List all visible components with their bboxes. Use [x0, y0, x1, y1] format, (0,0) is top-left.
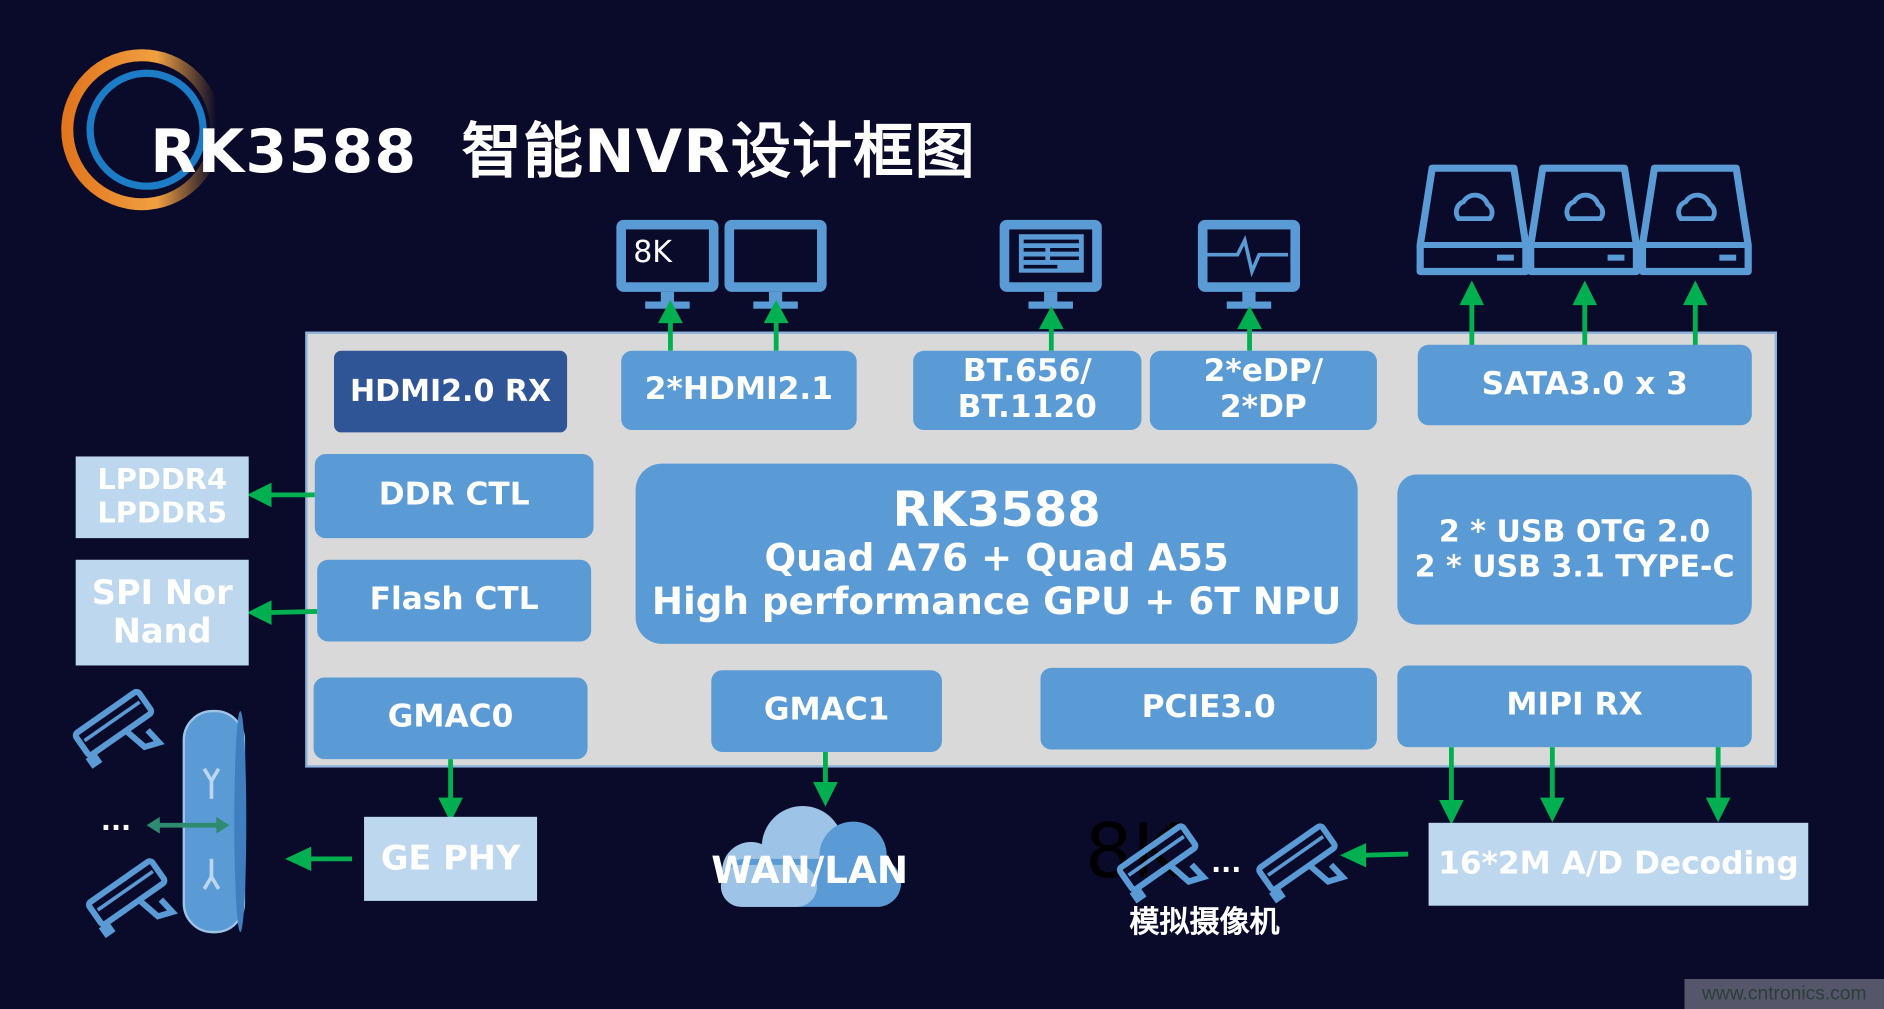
- camera-ellipsis: ...: [100, 807, 132, 838]
- spi-line-2: Nand: [112, 611, 212, 652]
- document-monitor-icon: [999, 219, 1102, 309]
- stray-text: 8K: [1084, 807, 1182, 895]
- lpddr-line-2: LPDDR5: [97, 496, 228, 530]
- bt-line-1: BT.656/: [962, 353, 1092, 390]
- sata-block: SATA3.0 x 3: [1417, 344, 1752, 426]
- flash-ctl-block: Flash CTL: [317, 559, 592, 642]
- wan-lan-label: WAN/LAN: [711, 849, 909, 893]
- analog-camera-label: 模拟摄像机: [1129, 904, 1280, 940]
- usb-block: 2 * USB OTG 2.0 2 * USB 3.1 TYPE-C: [1397, 474, 1752, 625]
- pcie-block: PCIE3.0: [1040, 667, 1377, 750]
- spi-line-1: SPI Nor: [91, 572, 233, 613]
- router-icon: [146, 709, 247, 934]
- lpddr-line-1: LPDDR4: [97, 462, 228, 497]
- usb-line-1: 2 * USB OTG 2.0: [1438, 513, 1711, 549]
- analog-camera-ellipsis: ...: [1211, 849, 1242, 880]
- spi-flash-block: SPI Nor Nand: [75, 559, 249, 666]
- mipi-rx-block: MIPI RX: [1397, 665, 1752, 748]
- ddr-ctl-block: DDR CTL: [314, 454, 594, 539]
- watermark: www.cntronics.com: [1684, 978, 1884, 1009]
- pulse-monitor-icon: [1197, 219, 1301, 309]
- gmac0-block: GMAC0: [313, 677, 588, 760]
- hdmi-tx-block: 2*HDMI2.1: [621, 350, 857, 431]
- page-title: RK3588 智能NVR设计框图: [150, 116, 976, 187]
- bt-line-2: BT.1120: [957, 389, 1097, 426]
- bt-block: BT.656/BT.1120: [913, 350, 1142, 431]
- edp-line-1: 2*eDP/: [1203, 353, 1324, 390]
- soc-gpu-npu: High performance GPU + 6T NPU: [651, 580, 1342, 624]
- usb-line-2: 2 * USB 3.1 TYPE-C: [1414, 548, 1735, 584]
- ge-phy-block: GE PHY: [364, 816, 538, 901]
- hdmi-rx-block: HDMI2.0 RX: [334, 350, 568, 433]
- cloud-drive-icon: [1642, 168, 1748, 271]
- security-camera-icon: [70, 690, 169, 782]
- cloud-drive-icon: [1531, 168, 1637, 271]
- soc-cpu: Quad A76 + Quad A55: [764, 537, 1229, 581]
- edp-block: 2*eDP/2*DP: [1149, 350, 1377, 431]
- monitor-icon: [724, 219, 827, 309]
- monitor-8k-label: 8K: [633, 234, 673, 270]
- lpddr-block: LPDDR4 LPDDR5: [75, 456, 249, 539]
- cloud-drive-icon: [1420, 168, 1526, 271]
- edp-line-2: 2*DP: [1219, 389, 1307, 426]
- connection-arrows: [246, 280, 1731, 872]
- soc-core-block: RK3588 Quad A76 + Quad A55 High performa…: [635, 463, 1358, 644]
- cloud-icon: [720, 806, 902, 907]
- ad-decoder-block: 16*2M A/D Decoding: [1428, 822, 1809, 906]
- soc-name: RK3588: [892, 483, 1101, 539]
- gmac1-block: GMAC1: [711, 670, 942, 752]
- logo-ring: [61, 49, 223, 211]
- security-camera-icon: [84, 860, 183, 952]
